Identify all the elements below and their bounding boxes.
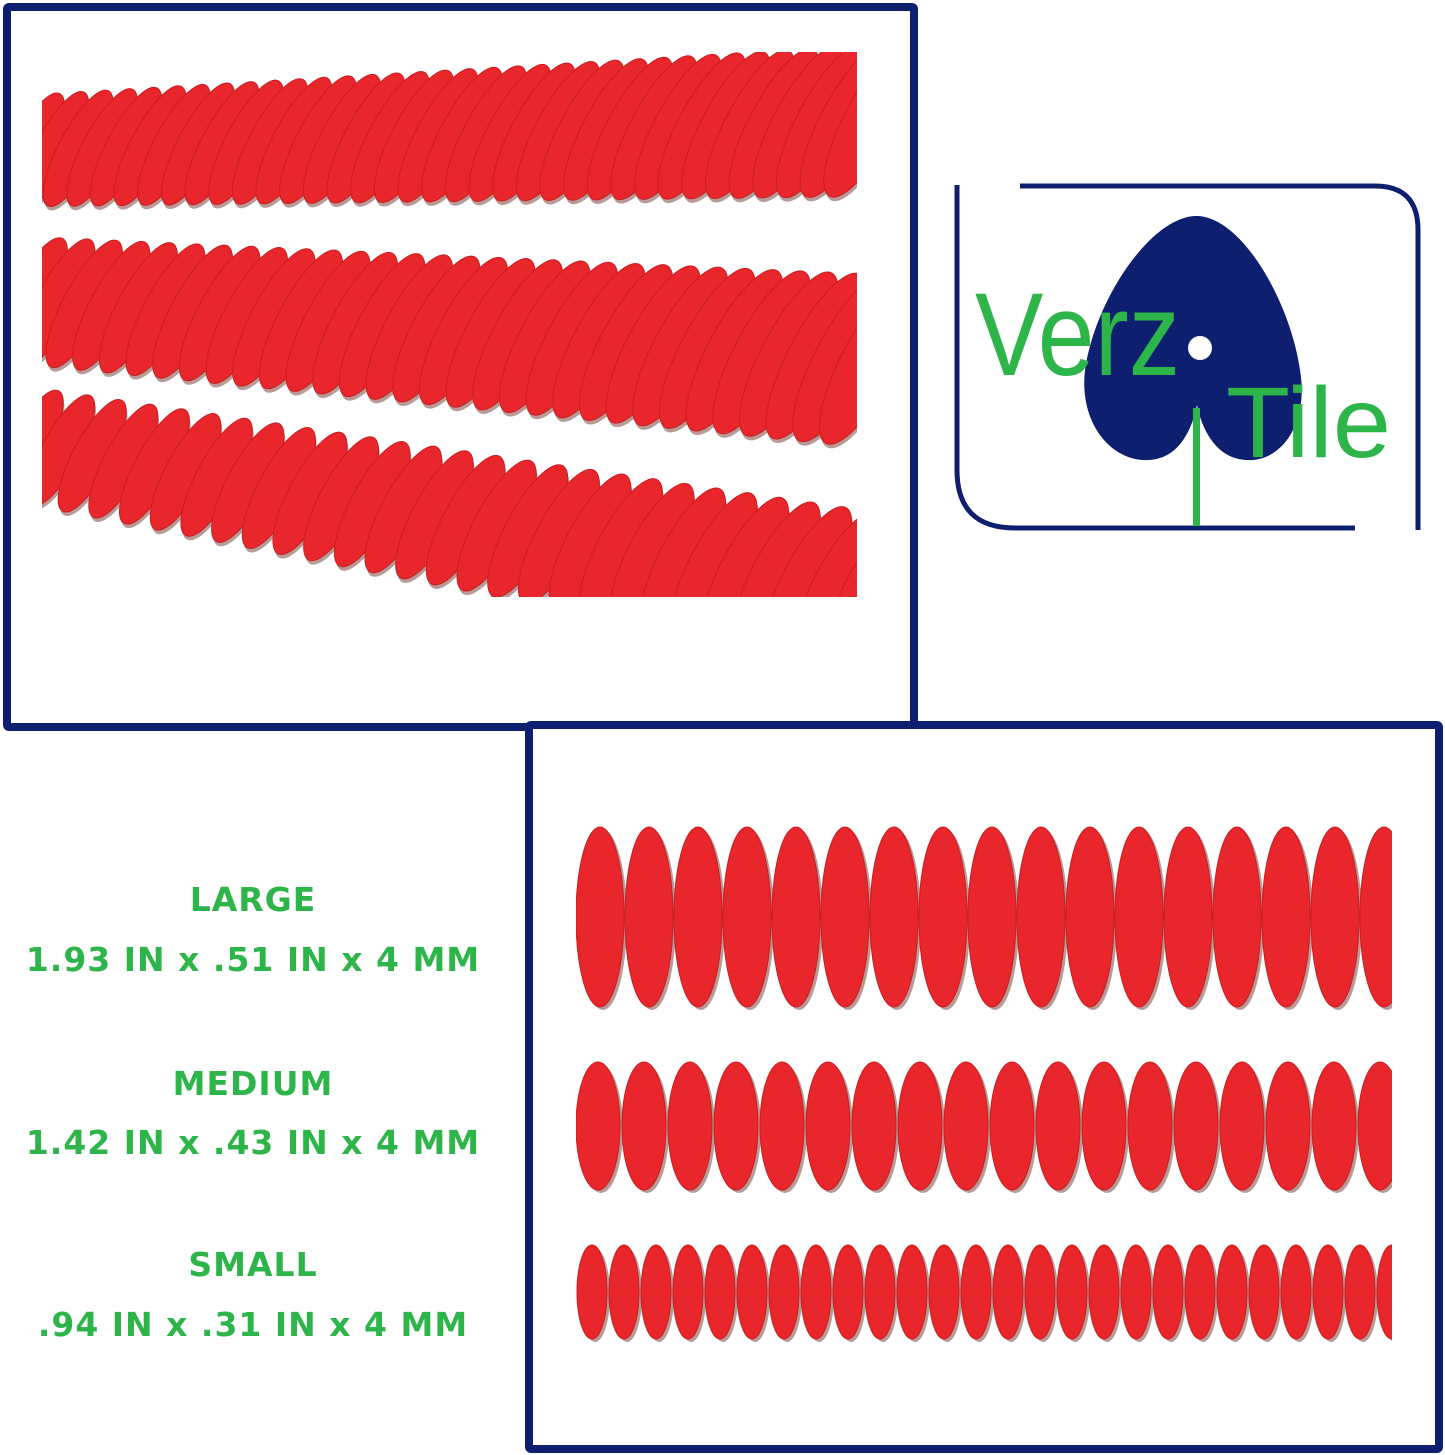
- petal-tile: [713, 1061, 761, 1193]
- petal-tile: [1016, 826, 1068, 1010]
- petal-tile: [736, 1244, 770, 1342]
- petal-tile: [672, 1244, 706, 1342]
- petal-tile: [1212, 826, 1264, 1010]
- petal-tile: [1024, 1244, 1058, 1342]
- petal-tile: [832, 1244, 866, 1342]
- petal-tile: [149, 413, 223, 535]
- petal-tile: [1310, 826, 1362, 1010]
- petal-tile: [823, 52, 857, 202]
- petal-tile: [800, 1244, 834, 1342]
- petal-tile: [1261, 826, 1313, 1010]
- logo-leaf-shape: [1084, 215, 1302, 461]
- petal-tile: [1248, 1244, 1282, 1342]
- petal-tile: [667, 1061, 715, 1193]
- petal-tile: [704, 1244, 738, 1342]
- petal-tile: [1081, 1061, 1129, 1193]
- petal-tile: [1216, 1244, 1250, 1342]
- petal-tile: [640, 1244, 674, 1342]
- petal-tile: [1376, 1244, 1392, 1342]
- petal-tile: [576, 1061, 623, 1193]
- size-label-large: LARGE: [189, 880, 317, 919]
- size-dimensions-small: .94 IN x .31 IN x 4 MM: [37, 1305, 469, 1344]
- petal-tile: [928, 1244, 962, 1342]
- petal-tile: [1152, 1244, 1186, 1342]
- petal-tile: [897, 1061, 945, 1193]
- petal-tile: [1359, 826, 1392, 1010]
- logo-stem: [1193, 408, 1200, 526]
- logo-frame-outline-top: [1020, 183, 1421, 530]
- petal-tile: [967, 826, 1019, 1010]
- petal-tile: [896, 1244, 930, 1342]
- petal-tile: [918, 826, 970, 1010]
- petal-tile: [211, 422, 286, 547]
- petal-tile: [1312, 1244, 1346, 1342]
- petal-tile: [1065, 826, 1117, 1010]
- petal-tile: [624, 826, 676, 1010]
- petal-tile: [771, 826, 823, 1010]
- petal-tile: [621, 1061, 669, 1193]
- petal-tile: [119, 408, 191, 529]
- petal-tile: [820, 826, 872, 1010]
- petal-tile: [759, 1061, 807, 1193]
- logo-text-tile: Tile: [1226, 367, 1391, 479]
- size-dimensions-medium: 1.42 IN x .43 IN x 4 MM: [25, 1123, 481, 1162]
- petal-tile: [869, 826, 921, 1010]
- petal-tile: [1265, 1061, 1313, 1193]
- petal-tile: [943, 1061, 991, 1193]
- petal-tile: [673, 826, 725, 1010]
- petal-tile: [722, 826, 774, 1010]
- logo-dot: [1188, 336, 1212, 360]
- petal-tile: [992, 1244, 1026, 1342]
- petal-tile: [1344, 1244, 1378, 1342]
- size-dimensions-large: 1.93 IN x .51 IN x 4 MM: [25, 940, 481, 979]
- petal-tile: [1184, 1244, 1218, 1342]
- petal-tile: [818, 275, 857, 449]
- petal-tile: [805, 1061, 853, 1193]
- size-tile-rows: [576, 826, 1392, 1342]
- petal-tile: [768, 1244, 802, 1342]
- petal-tile: [960, 1244, 994, 1342]
- petal-tile: [1088, 1244, 1122, 1342]
- petal-tile: [1056, 1244, 1090, 1342]
- petal-tile: [793, 510, 857, 597]
- petal-tile: [864, 1244, 898, 1342]
- petal-tile: [1114, 826, 1166, 1010]
- logo-frame-outline: [954, 185, 1355, 531]
- petal-tile: [989, 1061, 1037, 1193]
- petal-tile: [824, 515, 857, 597]
- petal-tile: [1173, 1061, 1221, 1193]
- petal-tile: [851, 1061, 899, 1193]
- petal-tile: [1127, 1061, 1175, 1193]
- petal-tile: [1120, 1244, 1154, 1342]
- petal-tile: [1035, 1061, 1083, 1193]
- verztile-logo: Verz Tile: [954, 183, 1421, 531]
- petal-tile: [576, 826, 627, 1010]
- size-label-small: SMALL: [188, 1245, 318, 1284]
- petal-tile: [1219, 1061, 1267, 1193]
- petal-tile: [608, 1244, 642, 1342]
- petal-tile: [1357, 1061, 1392, 1193]
- petal-tile: [576, 1244, 610, 1342]
- petal-tile: [1280, 1244, 1314, 1342]
- diagonal-tile-rows: [42, 52, 857, 597]
- petal-tile: [1163, 826, 1215, 1010]
- petal-tile: [1311, 1061, 1359, 1193]
- logo-text-verz: Verz: [975, 269, 1180, 401]
- size-label-medium: MEDIUM: [172, 1064, 334, 1103]
- petal-tile: [456, 459, 538, 596]
